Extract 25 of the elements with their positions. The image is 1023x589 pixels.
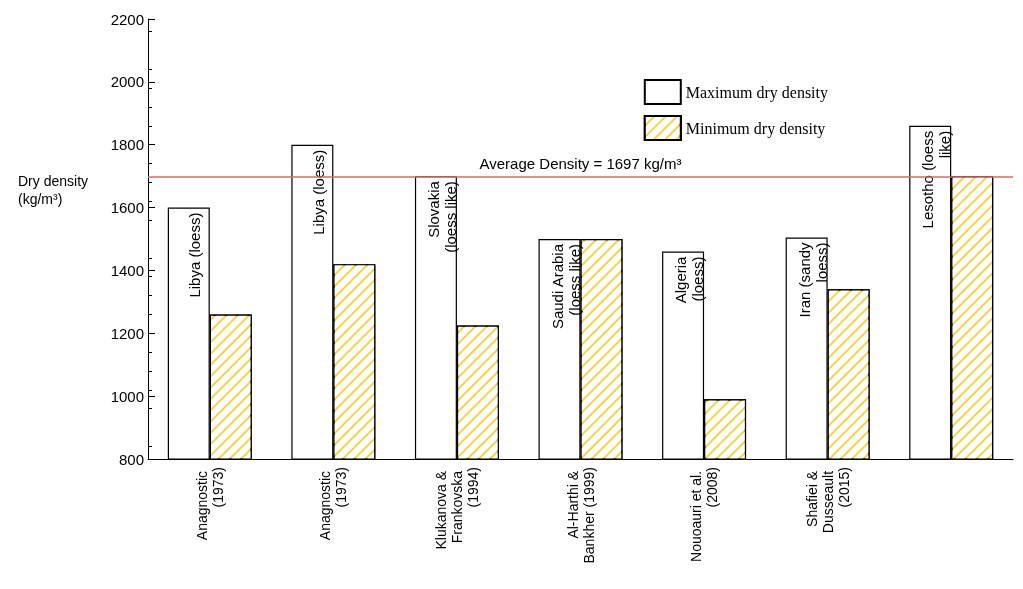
x-tick-label: Anagnostic (1973) xyxy=(317,467,350,541)
x-tick-label: Shafiei & Dusseault (2015) xyxy=(803,467,852,534)
annotation: Algeria (loess) xyxy=(672,255,707,304)
annotation: Libya (loess) xyxy=(186,212,204,298)
x-tick-label: Klukanova & Frankovska (1994) xyxy=(432,467,481,550)
y-tick-label: 1000 xyxy=(110,387,144,405)
y-axis-title: Dry density (kg/m³) xyxy=(18,173,89,207)
ref-line-label: Average Density = 1697 kg/m³ xyxy=(479,155,682,173)
x-tick-label: Nouoauri et al. (2008) xyxy=(688,467,721,562)
y-tick-label: 800 xyxy=(118,450,144,468)
x-tick-label: Al-Harthi & Bankher (1999) xyxy=(564,467,597,564)
y-tick-label: 1400 xyxy=(110,261,144,279)
annotation: Lesotho (loess like) xyxy=(919,130,954,229)
x-tick-label: Anagnostic (1973) xyxy=(193,467,226,541)
annotation: Slovakia (loess like) xyxy=(424,180,459,253)
y-tick-label: 1200 xyxy=(110,324,144,342)
legend-label: Maximum dry density xyxy=(685,83,829,102)
y-tick-label: 1800 xyxy=(110,136,144,154)
y-tick-label: 2000 xyxy=(110,73,144,91)
y-tick-label: 1600 xyxy=(110,199,144,217)
annotation: Saudi Arabia (loess like) xyxy=(548,243,583,330)
annotation: Iran (sandy loess) xyxy=(795,241,830,318)
y-tick-label: 2200 xyxy=(110,10,144,28)
legend-label: Minimum dry density xyxy=(685,119,826,138)
annotation: Libya (loess) xyxy=(309,149,327,235)
